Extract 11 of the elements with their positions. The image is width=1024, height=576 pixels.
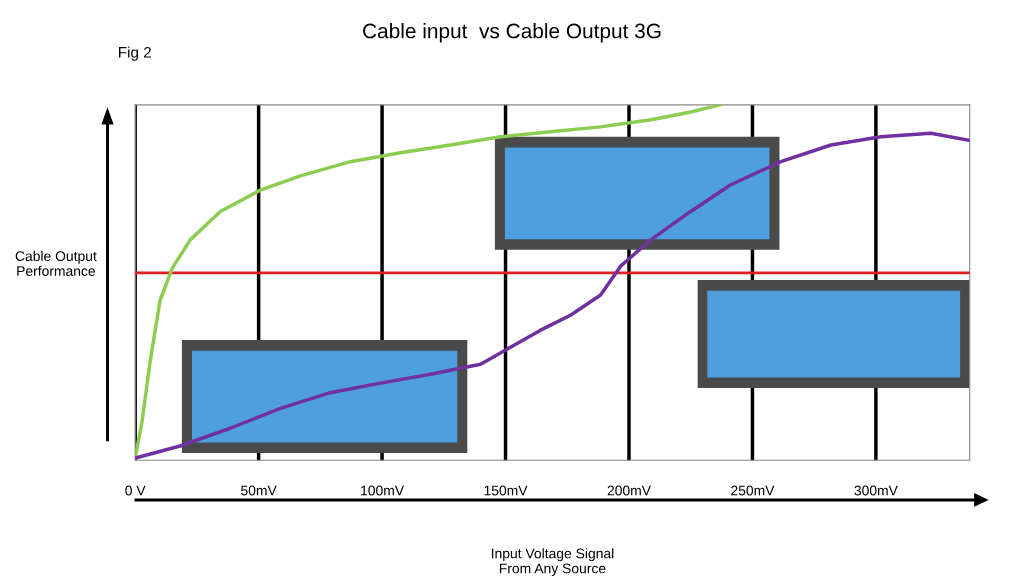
x-tick-label: 200mV: [607, 485, 651, 496]
x-tick-label: 100mV: [361, 485, 405, 496]
x-tick-label: 250mV: [731, 485, 775, 496]
x-tick-label: 0 V: [125, 485, 146, 496]
x-tick-label: 50mV: [241, 485, 277, 496]
x-tick-label: 150mV: [484, 485, 528, 496]
caption: Fig 2: [119, 46, 151, 61]
x-tick-label: 300mV: [854, 485, 898, 496]
y-axis-title: Cable Output Performance: [15, 250, 97, 276]
chart-title: Cable input vs Cable Output 3G: [363, 23, 661, 43]
x-axis-title: Input Voltage Signal From Any Source: [491, 548, 614, 576]
